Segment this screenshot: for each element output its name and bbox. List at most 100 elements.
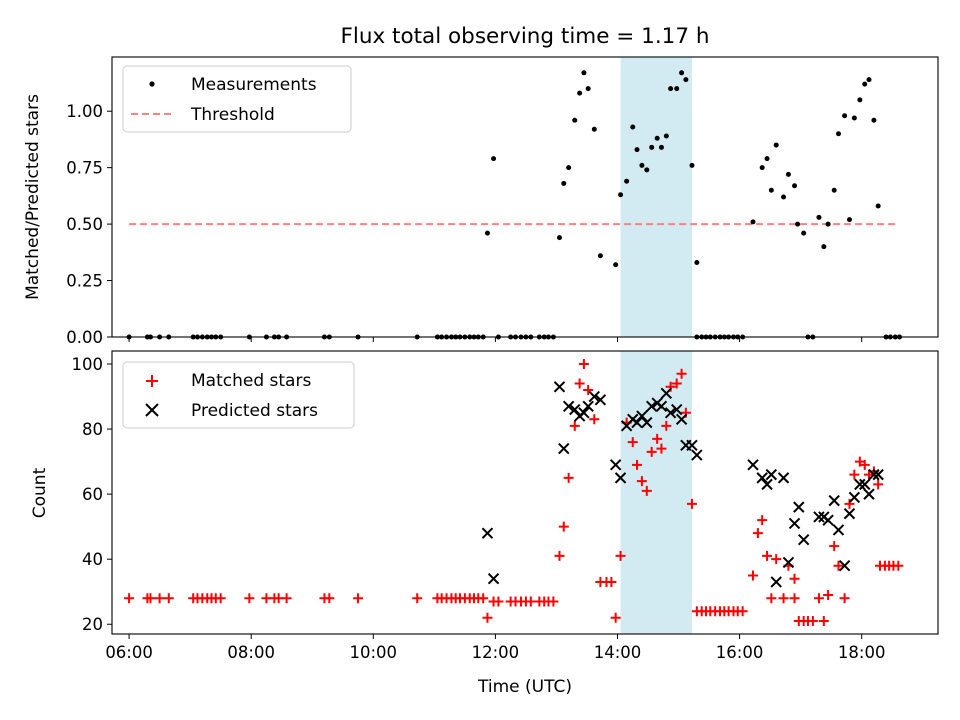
predicted-star-point bbox=[609, 459, 622, 471]
matched-star-point bbox=[661, 420, 672, 431]
matched-star-point bbox=[849, 469, 860, 480]
predicted-star-point bbox=[868, 468, 880, 481]
legend-matched-label: Matched stars bbox=[191, 371, 311, 391]
measurement-point bbox=[781, 194, 787, 200]
predicted-star-point bbox=[765, 468, 778, 481]
matched-star-point bbox=[412, 593, 423, 604]
measurement-point bbox=[658, 144, 664, 150]
predicted-star-point bbox=[770, 576, 782, 588]
measurement-point bbox=[639, 162, 645, 168]
matched-star-point bbox=[813, 593, 824, 604]
matched-star-point bbox=[652, 433, 663, 444]
measurement-point bbox=[613, 262, 619, 268]
predicted-star-point bbox=[588, 390, 600, 403]
matched-star-point bbox=[574, 378, 585, 389]
measurement-point bbox=[851, 115, 857, 121]
measurement-point bbox=[644, 167, 650, 173]
matched-star-point bbox=[244, 593, 255, 604]
predicted-star-point bbox=[614, 472, 627, 484]
measurement-point bbox=[750, 219, 756, 225]
measurement-point bbox=[825, 221, 831, 227]
measurement-point bbox=[801, 230, 807, 236]
matched-star-point bbox=[154, 593, 165, 604]
measurement-point bbox=[581, 70, 587, 76]
measurement-point bbox=[773, 142, 779, 148]
predicted-star-point bbox=[747, 459, 759, 471]
measurement-point bbox=[597, 253, 603, 259]
matched-star-point bbox=[124, 593, 135, 604]
measurement-point bbox=[694, 259, 700, 265]
predicted-star-point bbox=[872, 468, 884, 481]
predicted-star-point bbox=[562, 400, 575, 413]
measurement-point bbox=[572, 117, 578, 123]
matched-star-point bbox=[839, 593, 850, 604]
measurement-point bbox=[683, 77, 689, 83]
measurement-point bbox=[792, 183, 798, 189]
matched-star-point bbox=[789, 593, 800, 604]
measurement-point bbox=[624, 178, 630, 184]
predicted-star-point bbox=[636, 410, 648, 422]
matched-star-point bbox=[636, 476, 647, 487]
matched-star-point bbox=[610, 612, 621, 623]
x-axis-label: Time (UTC) bbox=[477, 677, 572, 697]
predicted-star-point bbox=[664, 407, 677, 419]
predicted-star-point bbox=[487, 572, 500, 585]
matched-star-point bbox=[554, 550, 565, 561]
y-tick-label: 0.75 bbox=[66, 159, 103, 178]
predicted-star-point bbox=[671, 403, 683, 416]
measurement-point bbox=[634, 147, 640, 153]
matched-star-point bbox=[145, 593, 156, 604]
matched-star-point bbox=[766, 593, 777, 604]
matched-star-point bbox=[324, 593, 335, 604]
matched-star-point bbox=[829, 541, 840, 552]
matched-star-point bbox=[215, 593, 226, 604]
matched-star-point bbox=[478, 593, 489, 604]
matched-stars-series bbox=[124, 359, 904, 626]
predicted-star-point bbox=[655, 400, 668, 413]
predicted-star-point bbox=[797, 533, 810, 546]
ratio-panel-frame bbox=[111, 56, 939, 338]
ratio-y-axis-label: Matched/Predicted stars bbox=[23, 94, 43, 300]
count-legend: Matched stars Predicted stars bbox=[122, 361, 355, 429]
matched-star-point bbox=[569, 420, 580, 431]
x-tick-label: 16:00 bbox=[716, 643, 764, 662]
measurement-point bbox=[591, 126, 597, 132]
matched-star-point bbox=[563, 472, 574, 483]
matched-star-point bbox=[656, 443, 667, 454]
matched-star-point bbox=[748, 570, 759, 581]
measurement-point bbox=[842, 113, 848, 119]
matched-star-point bbox=[641, 485, 652, 496]
matched-star-point bbox=[771, 554, 782, 565]
measurement-point bbox=[649, 144, 655, 150]
matched-star-point bbox=[482, 612, 493, 623]
matched-star-point bbox=[778, 593, 789, 604]
matched-star-point bbox=[671, 378, 682, 389]
measurement-point bbox=[566, 165, 572, 171]
matched-star-point bbox=[737, 606, 748, 617]
predicted-star-point bbox=[631, 416, 643, 429]
matched-star-point bbox=[762, 550, 773, 561]
matched-star-point bbox=[525, 596, 536, 607]
matched-star-point bbox=[578, 359, 589, 370]
matched-star-point bbox=[807, 615, 818, 626]
predicted-star-point bbox=[838, 559, 851, 572]
legend-predicted-label: Predicted stars bbox=[191, 401, 318, 421]
measurement-point bbox=[866, 77, 872, 83]
measurement-point bbox=[875, 203, 881, 209]
matched-star-point bbox=[844, 498, 855, 509]
y-tick-label: 40 bbox=[82, 550, 103, 569]
measurement-point bbox=[764, 156, 770, 162]
predicted-star-point bbox=[582, 400, 594, 413]
predicted-star-point bbox=[660, 387, 673, 399]
measurement-point bbox=[663, 133, 669, 139]
measurement-point bbox=[862, 81, 868, 87]
matched-star-point bbox=[833, 560, 844, 571]
legend-measurements-label: Measurements bbox=[191, 75, 317, 95]
measurements-series bbox=[126, 70, 903, 340]
matched-star-point bbox=[493, 596, 504, 607]
y-tick-label: 0.00 bbox=[66, 328, 103, 347]
predicted-star-point bbox=[578, 407, 590, 419]
predicted-star-point bbox=[645, 400, 658, 413]
matched-star-point bbox=[163, 593, 174, 604]
predicted-star-point bbox=[761, 478, 773, 491]
